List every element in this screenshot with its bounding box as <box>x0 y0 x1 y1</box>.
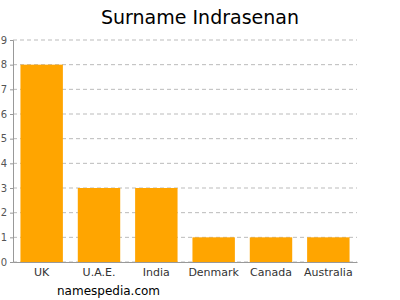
grid-line <box>13 138 357 139</box>
y-tick: 8 <box>1 59 13 70</box>
x-tick-label: UK <box>34 266 50 279</box>
y-tick-mark <box>10 114 13 115</box>
grid-line <box>13 114 357 115</box>
x-tick-label: India <box>143 266 170 279</box>
y-tick-label: 0 <box>1 257 7 268</box>
y-tick-label: 9 <box>1 35 7 46</box>
y-tick: 6 <box>1 109 13 120</box>
y-axis: 0 1 2 3 4 5 6 7 8 9 <box>1 35 14 268</box>
grid-line <box>13 163 357 164</box>
x-tick-label: Denmark <box>188 266 239 279</box>
grid-line <box>13 40 357 41</box>
x-tick: U.A.E. <box>83 262 116 279</box>
x-tick-label: Canada <box>250 266 292 279</box>
grid-line <box>13 212 357 213</box>
bar <box>135 188 177 262</box>
title: Surname Indrasenan <box>101 6 299 28</box>
y-tick-mark <box>10 237 13 238</box>
y-tick-mark <box>10 40 13 41</box>
grid-line <box>13 237 357 238</box>
chart-svg: 0 1 2 3 4 5 6 7 8 9 UK U.A.E. India Denmark Canada Aust… <box>0 0 400 300</box>
y-tick: 7 <box>1 84 13 95</box>
y-tick-mark <box>10 262 13 263</box>
x-tick: Denmark <box>188 262 239 279</box>
bar <box>20 65 62 262</box>
y-tick-mark <box>10 139 13 140</box>
y-tick-label: 7 <box>1 84 7 95</box>
chart-container: 0 1 2 3 4 5 6 7 8 9 UK U.A.E. India Denmark Canada Aust… <box>0 0 400 300</box>
plot-area: 0 1 2 3 4 5 6 7 8 9 UK U.A.E. India Denmark Canada Aust… <box>1 35 358 279</box>
y-tick-label: 4 <box>1 158 7 169</box>
y-tick-mark <box>10 163 13 164</box>
bar <box>250 237 292 262</box>
grid-line <box>13 89 357 90</box>
x-axis: UK U.A.E. India Denmark Canada Australia <box>14 262 358 279</box>
y-tick: 4 <box>1 158 13 169</box>
x-axis-line <box>14 262 358 263</box>
y-tick-label: 1 <box>1 232 7 243</box>
annotation: namespedia.com <box>57 284 160 298</box>
grid-line <box>13 188 357 189</box>
y-tick-label: 6 <box>1 109 7 120</box>
bar <box>307 237 349 262</box>
y-tick: 9 <box>1 35 13 46</box>
y-axis-line <box>10 41 14 263</box>
y-tick: 2 <box>1 207 13 218</box>
y-tick-mark <box>10 188 13 189</box>
grid <box>13 40 357 262</box>
x-tick: Canada <box>250 262 292 279</box>
grid-line <box>13 64 357 65</box>
bar <box>192 237 234 262</box>
y-tick: 1 <box>1 232 13 243</box>
y-tick: 3 <box>1 183 13 194</box>
bars <box>20 65 349 262</box>
x-tick-label: U.A.E. <box>83 266 116 279</box>
y-tick-mark <box>10 65 13 66</box>
y-tick-label: 8 <box>1 59 7 70</box>
y-tick: 0 <box>1 257 13 268</box>
y-tick-label: 5 <box>1 133 7 144</box>
y-tick: 5 <box>1 133 13 144</box>
y-tick-mark <box>10 89 13 90</box>
x-tick-label: Australia <box>304 266 353 279</box>
x-tick: UK <box>34 262 50 279</box>
bar <box>78 188 120 262</box>
x-tick: India <box>143 262 170 279</box>
grid-line <box>13 262 357 263</box>
y-tick-mark <box>10 213 13 214</box>
x-tick: Australia <box>304 262 353 279</box>
y-tick-label: 3 <box>1 183 7 194</box>
y-tick-label: 2 <box>1 207 7 218</box>
